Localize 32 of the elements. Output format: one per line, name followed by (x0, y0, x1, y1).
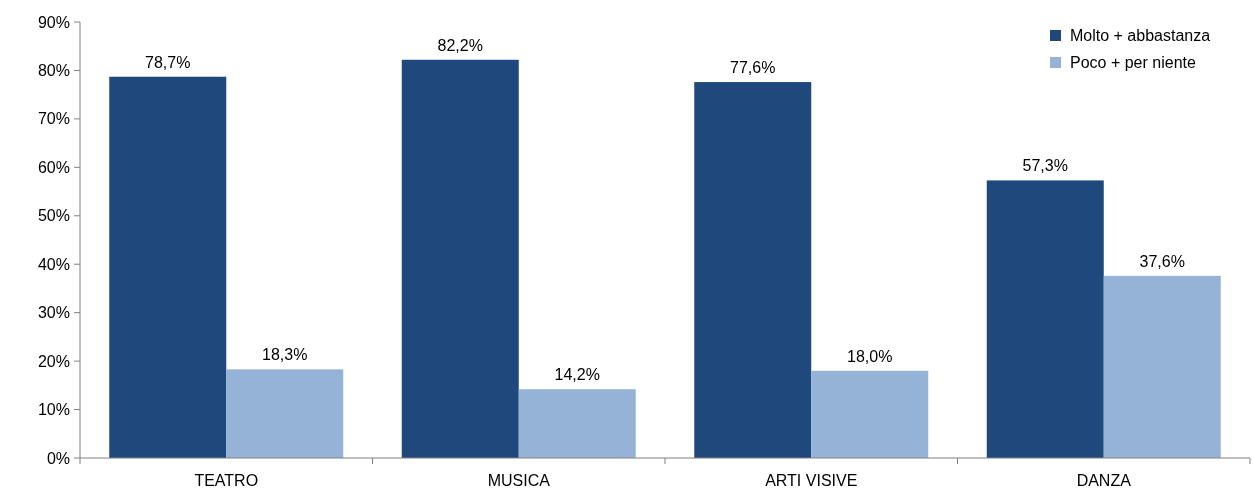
legend-label: Molto + abbastanza (1070, 27, 1211, 44)
y-tick-label: 0% (46, 449, 70, 467)
data-label: 78,7% (145, 53, 191, 71)
y-tick-label: 30% (37, 304, 70, 322)
data-label: 82,2% (437, 36, 483, 54)
data-label: 37,6% (1139, 252, 1185, 270)
bar (226, 369, 344, 458)
x-tick-label: DANZA (1076, 472, 1132, 489)
bar (518, 389, 636, 458)
data-label: 57,3% (1022, 157, 1068, 175)
bar (694, 82, 812, 458)
bar (986, 180, 1104, 458)
data-label: 18,3% (262, 346, 308, 364)
data-label: 14,2% (554, 366, 600, 384)
y-tick-label: 60% (37, 158, 70, 176)
y-tick-label: 10% (37, 401, 70, 419)
y-tick-label: 50% (37, 207, 70, 225)
x-tick-label: ARTI VISIVE (765, 472, 858, 489)
y-tick-label: 80% (37, 62, 70, 80)
bar (811, 370, 929, 458)
bar (401, 59, 519, 458)
y-tick-label: 70% (37, 110, 70, 128)
x-tick-label: MUSICA (487, 472, 551, 489)
bar (1103, 275, 1221, 458)
y-tick-label: 40% (37, 255, 70, 273)
bar (109, 76, 227, 458)
data-label: 18,0% (847, 347, 893, 365)
y-tick-label: 20% (37, 352, 70, 370)
y-tick-label: 90% (37, 13, 70, 31)
legend-label: Poco + per niente (1070, 54, 1196, 71)
x-tick-label: TEATRO (194, 472, 259, 489)
data-label: 77,6% (730, 59, 776, 77)
